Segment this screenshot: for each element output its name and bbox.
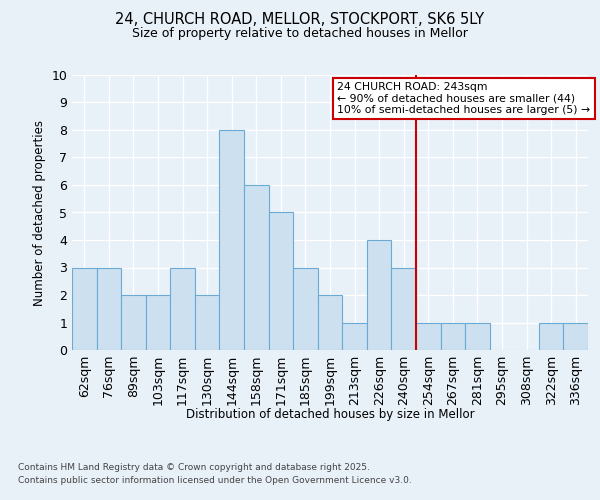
Bar (121, 295, 146, 350)
Text: 24 CHURCH ROAD: 243sqm
← 90% of detached houses are smaller (44)
10% of semi-det: 24 CHURCH ROAD: 243sqm ← 90% of detached… (337, 82, 590, 115)
Bar (318, 295, 342, 350)
Text: Contains HM Land Registry data © Crown copyright and database right 2025.: Contains HM Land Registry data © Crown c… (18, 462, 370, 471)
Bar (539, 322, 563, 350)
Bar (72, 268, 97, 350)
Bar (244, 185, 269, 350)
Text: 24, CHURCH ROAD, MELLOR, STOCKPORT, SK6 5LY: 24, CHURCH ROAD, MELLOR, STOCKPORT, SK6 … (115, 12, 485, 28)
Text: Contains public sector information licensed under the Open Government Licence v3: Contains public sector information licen… (18, 476, 412, 485)
Bar (220, 130, 244, 350)
Bar (440, 322, 465, 350)
Bar (367, 240, 391, 350)
Bar (465, 322, 490, 350)
Y-axis label: Number of detached properties: Number of detached properties (33, 120, 46, 306)
Bar (97, 268, 121, 350)
Bar (269, 212, 293, 350)
Bar (563, 322, 588, 350)
Text: Size of property relative to detached houses in Mellor: Size of property relative to detached ho… (132, 28, 468, 40)
Bar (416, 322, 440, 350)
Bar (195, 295, 220, 350)
Bar (293, 268, 318, 350)
Bar (146, 295, 170, 350)
Bar (342, 322, 367, 350)
Bar (170, 268, 195, 350)
Bar (391, 268, 416, 350)
X-axis label: Distribution of detached houses by size in Mellor: Distribution of detached houses by size … (185, 408, 475, 421)
